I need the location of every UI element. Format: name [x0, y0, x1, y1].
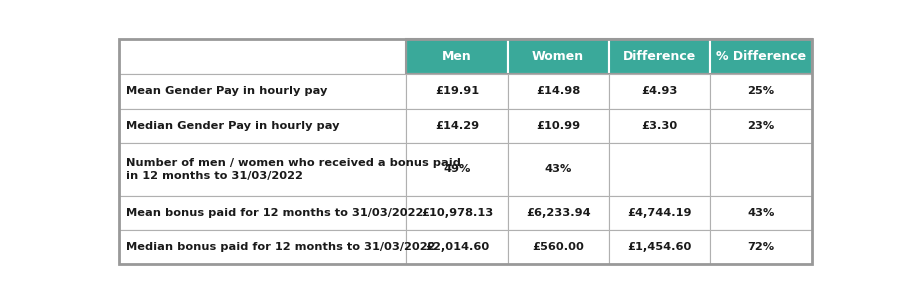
Bar [710, 143, 812, 196]
Bar [710, 230, 812, 264]
Text: Median Gender Pay in hourly pay: Median Gender Pay in hourly pay [126, 121, 340, 131]
Bar [710, 109, 812, 143]
Text: 49%: 49% [443, 164, 470, 174]
Text: £14.29: £14.29 [435, 121, 479, 131]
Bar [407, 74, 508, 109]
Bar [407, 143, 508, 196]
Text: 25%: 25% [747, 86, 775, 97]
Text: Mean Gender Pay in hourly pay: Mean Gender Pay in hourly pay [126, 86, 328, 97]
Text: 72%: 72% [747, 242, 775, 252]
Bar [710, 74, 812, 109]
Text: Number of men / women who received a bonus paid
in 12 months to 31/03/2022: Number of men / women who received a bon… [126, 158, 461, 181]
Bar [508, 39, 608, 74]
Bar [119, 143, 407, 196]
Bar [508, 109, 608, 143]
Bar [710, 196, 812, 230]
Bar [407, 196, 508, 230]
Text: £4.93: £4.93 [641, 86, 677, 97]
Bar [407, 109, 508, 143]
Text: 43%: 43% [545, 164, 572, 174]
Text: £19.91: £19.91 [435, 86, 479, 97]
Bar [119, 74, 407, 109]
Bar [608, 230, 710, 264]
Text: % Difference: % Difference [716, 50, 805, 63]
Bar [508, 230, 608, 264]
Bar [119, 230, 407, 264]
Text: £3.30: £3.30 [641, 121, 677, 131]
Text: £10.99: £10.99 [536, 121, 580, 131]
Text: Median bonus paid for 12 months to 31/03/2022: Median bonus paid for 12 months to 31/03… [126, 242, 436, 252]
Bar [608, 74, 710, 109]
Text: £1,454.60: £1,454.60 [627, 242, 691, 252]
Text: 23%: 23% [747, 121, 775, 131]
Bar [608, 143, 710, 196]
Bar [407, 39, 812, 74]
Bar [508, 196, 608, 230]
Text: Difference: Difference [623, 50, 696, 63]
Text: Men: Men [442, 50, 472, 63]
Bar [608, 196, 710, 230]
Bar [608, 109, 710, 143]
Bar [119, 196, 407, 230]
Bar [508, 143, 608, 196]
Bar [407, 39, 508, 74]
Bar [119, 109, 407, 143]
Bar [407, 230, 508, 264]
Text: Mean bonus paid for 12 months to 31/03/2022: Mean bonus paid for 12 months to 31/03/2… [126, 208, 423, 218]
Text: £4,744.19: £4,744.19 [627, 208, 692, 218]
Text: £14.98: £14.98 [536, 86, 580, 97]
Text: 43%: 43% [747, 208, 775, 218]
Bar [608, 39, 710, 74]
Text: £6,233.94: £6,233.94 [526, 208, 590, 218]
Bar [119, 39, 407, 74]
Text: Women: Women [532, 50, 584, 63]
Text: £2,014.60: £2,014.60 [425, 242, 489, 252]
Text: £10,978.13: £10,978.13 [421, 208, 493, 218]
Bar [508, 74, 608, 109]
Bar [710, 39, 812, 74]
Text: £560.00: £560.00 [532, 242, 584, 252]
